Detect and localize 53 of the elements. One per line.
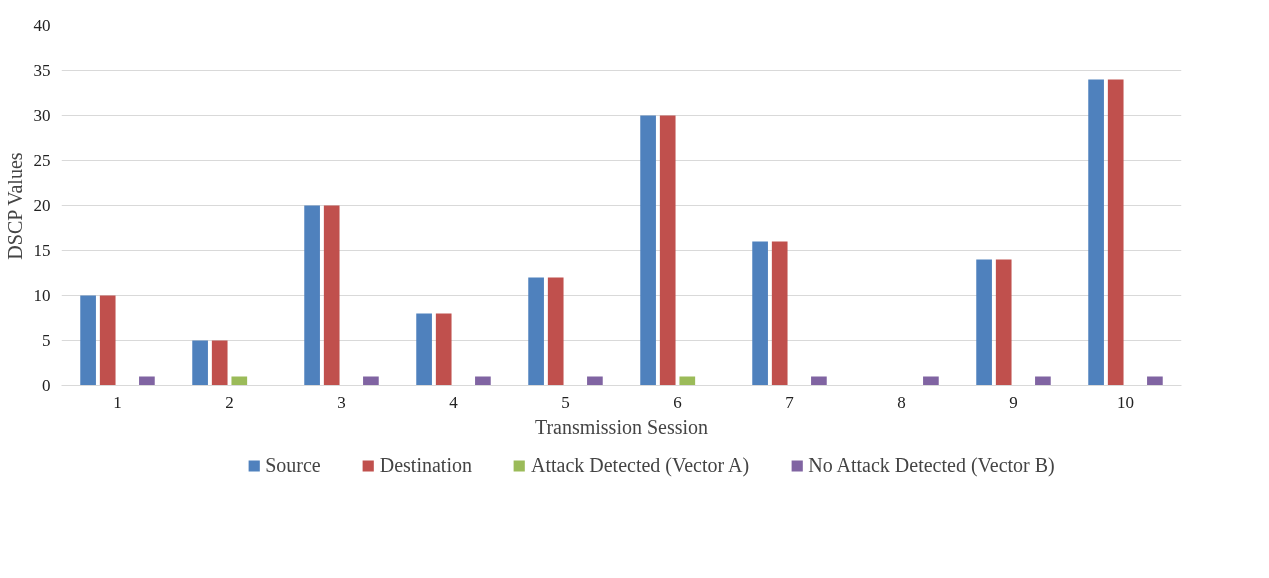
bar (640, 115, 656, 386)
bar (528, 277, 544, 386)
bar (771, 241, 788, 386)
bar (976, 259, 992, 386)
bar (304, 205, 320, 386)
y-tick-label: 40 (33, 16, 51, 35)
bar (435, 313, 452, 386)
bar (1035, 376, 1051, 386)
x-tick-label: 4 (449, 392, 459, 412)
x-tick-label: 6 (673, 392, 682, 412)
x-tick-label: 8 (897, 392, 906, 412)
bar (811, 376, 827, 386)
bar (1147, 376, 1163, 386)
bar (752, 241, 768, 386)
bar (995, 259, 1012, 386)
y-tick-label: 5 (42, 331, 51, 350)
x-tick-label: 9 (1009, 392, 1018, 412)
bar (323, 205, 340, 386)
bar (416, 313, 432, 386)
x-tick-label: 10 (1117, 392, 1134, 412)
x-tick-label: 2 (225, 392, 234, 412)
x-axis-title: Transmission Session (534, 415, 709, 438)
legend-label: Attack Detected (Vector A) (530, 453, 750, 477)
y-tick-label: 20 (33, 196, 51, 215)
legend-label: No Attack Detected (Vector B) (808, 453, 1055, 477)
bar (475, 376, 491, 386)
bar (139, 376, 155, 386)
y-tick-label: 25 (33, 151, 51, 170)
y-tick-label: 35 (33, 61, 51, 80)
x-tick-label: 7 (785, 392, 795, 412)
x-tick-label: 5 (561, 392, 570, 412)
bar (192, 340, 208, 386)
y-tick-label: 15 (33, 241, 51, 260)
bar (1107, 79, 1124, 386)
y-tick-label: 0 (42, 376, 51, 395)
bar (679, 376, 696, 386)
bar (80, 295, 96, 386)
bar (587, 376, 603, 386)
x-tick-label: 3 (337, 392, 346, 412)
y-tick-label: 30 (33, 106, 51, 125)
legend-label: Source (265, 453, 321, 477)
legend-label: Destination (379, 453, 472, 477)
bar (923, 376, 939, 386)
x-tick-label: 1 (113, 392, 122, 412)
bar (1088, 79, 1104, 386)
y-axis-title: DSCP Values (3, 152, 26, 260)
bar (547, 277, 564, 386)
bar (99, 295, 116, 386)
bar (363, 376, 379, 386)
y-tick-label: 10 (33, 286, 51, 305)
bar (231, 376, 248, 386)
bar (659, 115, 676, 386)
bar (211, 340, 228, 386)
